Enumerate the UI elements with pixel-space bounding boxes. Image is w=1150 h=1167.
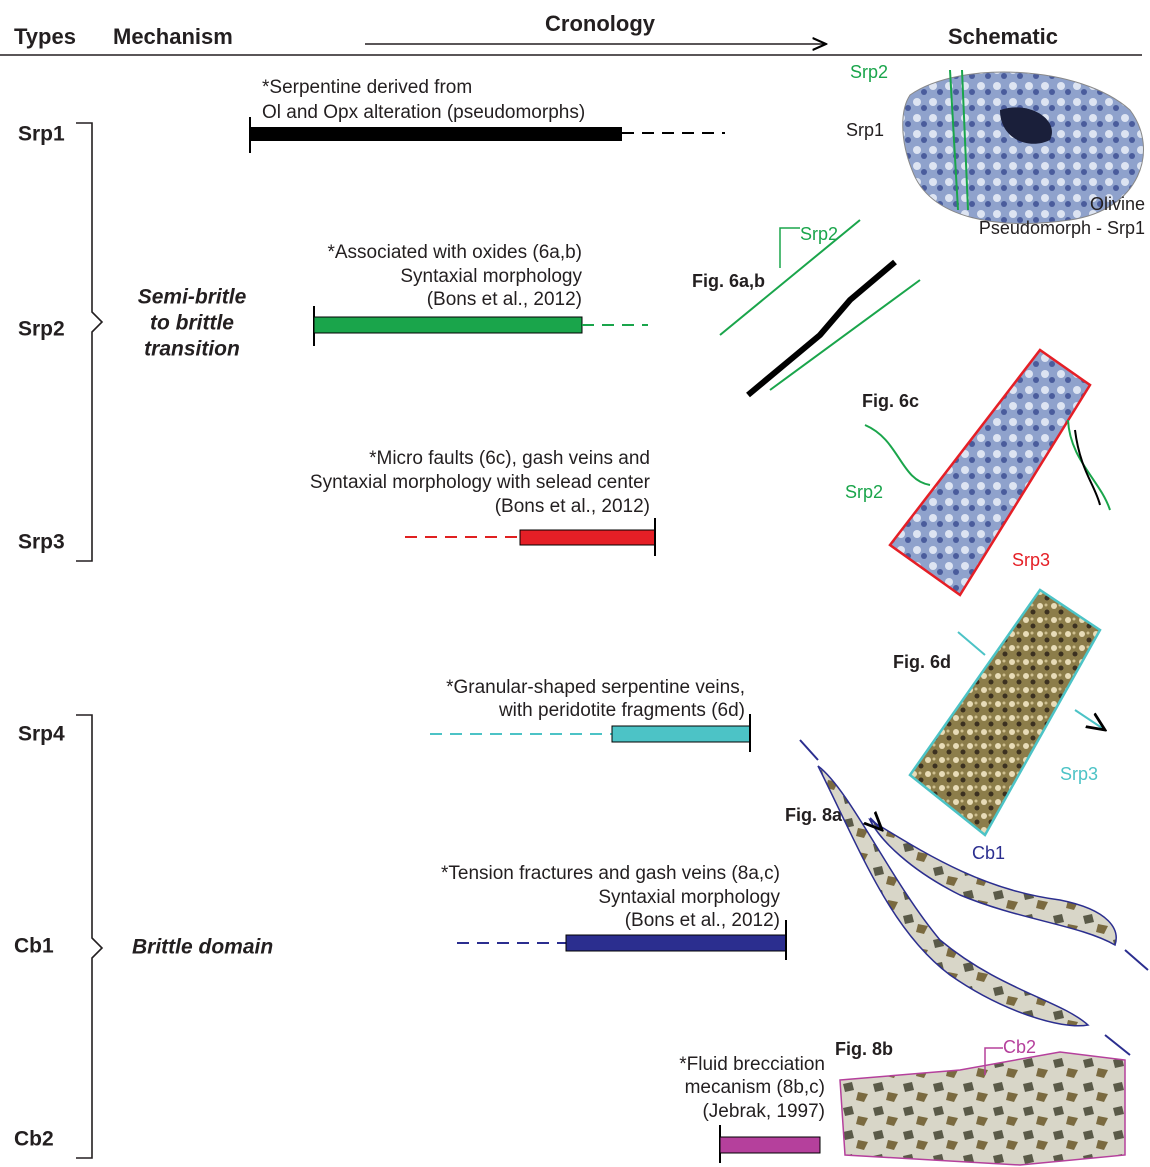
schematic-label: Srp2: [845, 482, 883, 502]
schematic-6ab: Fig. 6a,b Srp2: [692, 220, 920, 395]
type-label: Srp4: [18, 723, 65, 746]
schematic-label: Srp2: [800, 224, 838, 244]
schematic-6c: Fig. 6c Srp2 Srp3: [845, 350, 1110, 595]
row-note: (Bons et al., 2012): [625, 910, 780, 931]
header-cronology: Cronology: [545, 11, 656, 36]
schematic-8b: Fig. 8b Cb2: [835, 1037, 1125, 1165]
row-note: (Bons et al., 2012): [427, 289, 582, 310]
row-note: *Tension fractures and gash veins (8a,c): [441, 863, 780, 884]
schematic-label: Olivine: [1090, 194, 1145, 214]
shape: [840, 1052, 1125, 1165]
mechanism-label: Semi-britle: [138, 286, 247, 309]
shape: [890, 350, 1090, 595]
header: Types Mechanism Cronology Schematic: [0, 11, 1142, 55]
row-note: (Jebrak, 1997): [702, 1101, 825, 1122]
time-bar: [520, 530, 655, 545]
mechanism-label: Brittle domain: [132, 936, 273, 959]
figure-label: Fig. 6d: [893, 652, 951, 672]
row-note: *Serpentine derived from: [262, 77, 472, 98]
time-bar: [250, 127, 622, 141]
row-note: mecanism (8b,c): [685, 1077, 825, 1098]
schematic-6d: Fig. 6d Srp3: [893, 590, 1105, 835]
type-label: Cb2: [14, 1128, 54, 1151]
figure-label: Fig. 8b: [835, 1039, 893, 1059]
time-bar: [612, 726, 750, 742]
schematic-label: Srp1: [846, 120, 884, 140]
row-note: (Bons et al., 2012): [495, 496, 650, 517]
time-bar: [720, 1137, 820, 1153]
schematic-label: Srp3: [1060, 764, 1098, 784]
row-note: *Micro faults (6c), gash veins and: [369, 448, 650, 469]
figure-label: Fig. 8a: [785, 805, 843, 825]
type-label: Srp2: [18, 318, 65, 341]
header-schematic: Schematic: [948, 24, 1058, 49]
mechanism-label: transition: [144, 338, 240, 361]
schematic-label: Cb1: [972, 843, 1005, 863]
row-note: *Associated with oxides (6a,b): [327, 242, 582, 263]
row-note: *Granular-shaped serpentine veins,: [446, 677, 745, 698]
row-note: Syntaxial morphology: [400, 266, 582, 287]
time-bar: [566, 935, 786, 951]
shape: [720, 220, 920, 390]
header-mechanism: Mechanism: [113, 24, 233, 49]
row-note: Ol and Opx alteration (pseudomorphs): [262, 102, 585, 123]
figure-label: Fig. 6c: [862, 391, 919, 411]
schematic-label: Pseudomorph - Srp1: [979, 218, 1145, 238]
row-note: Syntaxial morphology: [598, 887, 780, 908]
schematic-label: Srp2: [850, 62, 888, 82]
shape: [1075, 430, 1100, 505]
schematic-label: Srp3: [1012, 550, 1050, 570]
type-label: Srp1: [18, 123, 65, 146]
header-types: Types: [14, 24, 76, 49]
type-label: Cb1: [14, 935, 54, 958]
bracket: [76, 123, 102, 561]
mechanism-label: to brittle: [150, 312, 234, 335]
time-bar: [314, 317, 582, 333]
bracket: [76, 715, 102, 1158]
type-label: Srp3: [18, 531, 65, 554]
diagram: Types Mechanism Cronology Schematic Srp1…: [0, 0, 1150, 1167]
schematic-label: Cb2: [1003, 1037, 1036, 1057]
figure-label: Fig. 6a,b: [692, 271, 765, 291]
shape: [780, 228, 800, 268]
schematic-srp1: Srp2 Srp1 Olivine Pseudomorph - Srp1: [846, 62, 1145, 238]
shape: [748, 262, 895, 395]
row-note: *Fluid brecciation: [679, 1054, 825, 1075]
row-note: with peridotite fragments (6d): [498, 700, 745, 721]
shape: [910, 590, 1100, 835]
row-note: Syntaxial morphology with selead center: [310, 472, 651, 493]
